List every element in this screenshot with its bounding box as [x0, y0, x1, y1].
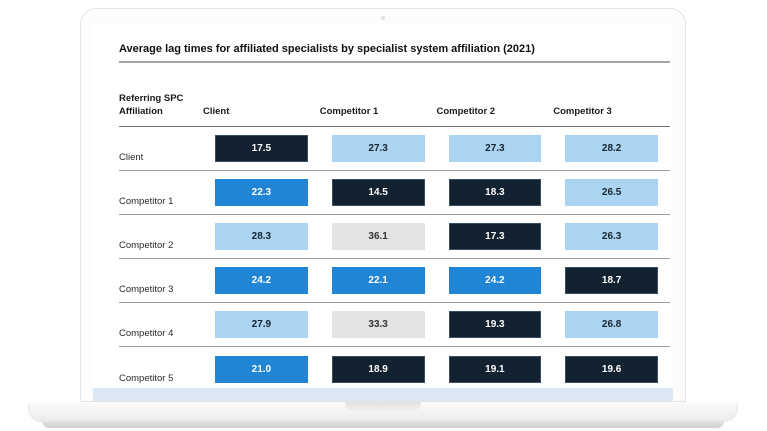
heatmap-cell-track: 24.2	[203, 267, 320, 294]
laptop-base	[28, 402, 738, 422]
heatmap-cell-track: 19.3	[437, 311, 554, 338]
table-body: Client 17.5 27.3 27.3 28.2 Competitor 1 22.3 14…	[119, 127, 670, 391]
heatmap-cell: 18.3	[448, 179, 542, 206]
heatmap-cell-track: 14.5	[320, 179, 437, 206]
heatmap-cell-track: 22.3	[203, 179, 320, 206]
row-axis-label: Referring SPC Affiliation	[119, 93, 184, 117]
heatmap-cell: 36.1	[331, 223, 425, 250]
heatmap-cell: 18.7	[565, 267, 658, 294]
heatmap-cell: 22.1	[331, 267, 425, 294]
table-row: Competitor 5 21.0 18.9 19.1 19.6	[119, 347, 670, 391]
table-row: Competitor 1 22.3 14.5 18.3 26.5	[119, 171, 670, 215]
table-row: Client 17.5 27.3 27.3 28.2	[119, 127, 670, 171]
heatmap-cell-track: 18.7	[553, 267, 670, 294]
laptop-base-edge	[42, 421, 724, 428]
row-label: Competitor 4	[119, 328, 174, 339]
column-header-competitor-3: Competitor 3	[553, 105, 612, 117]
bottom-band	[93, 388, 673, 401]
heatmap-cell-track: 22.1	[320, 267, 437, 294]
heatmap-cell: 19.6	[565, 355, 658, 383]
heatmap-cell-track: 27.3	[437, 135, 554, 162]
laptop-display: Average lag times for affiliated special…	[93, 24, 673, 401]
heatmap-cell-track: 27.9	[203, 311, 320, 338]
chart-title: Average lag times for affiliated special…	[119, 43, 535, 55]
heatmap-cell-track: 28.2	[553, 135, 670, 162]
heatmap-cell-track: 33.3	[320, 311, 437, 338]
heatmap-cell-track: 26.8	[553, 311, 670, 338]
laptop-screen: Average lag times for affiliated special…	[80, 8, 686, 402]
heatmap-cell: 26.5	[565, 179, 658, 206]
heatmap-cell-track: 18.9	[320, 355, 437, 383]
row-label: Competitor 1	[119, 196, 174, 207]
table-row: Competitor 4 27.9 33.3 19.3 26.8	[119, 303, 670, 347]
heatmap-cell: 26.3	[565, 223, 658, 250]
heatmap-cell: 17.5	[215, 135, 308, 162]
heatmap-cell: 33.3	[331, 311, 425, 338]
table-header: Referring SPC Affiliation Client Competi…	[119, 75, 670, 127]
heatmap-cell-track: 17.3	[437, 223, 554, 250]
heatmap-cell-track: 19.6	[553, 355, 670, 383]
row-label: Competitor 2	[119, 240, 174, 251]
title-divider	[119, 61, 670, 63]
column-header-competitor-2: Competitor 2	[436, 105, 496, 117]
table-row: Competitor 2 28.3 36.1 17.3 26.3	[119, 215, 670, 259]
heatmap-cell: 24.2	[215, 267, 308, 294]
heatmap-cell: 21.0	[215, 355, 308, 383]
heatmap-cell: 27.9	[215, 311, 308, 338]
heatmap-cell-track: 26.3	[553, 223, 670, 250]
heatmap-cell: 28.2	[565, 135, 658, 162]
heatmap-cell: 24.2	[448, 267, 542, 294]
heatmap-cell-track: 27.3	[320, 135, 437, 162]
row-label: Client	[119, 152, 144, 163]
heatmap-cell: 17.3	[448, 223, 542, 250]
heatmap-cell-track: 18.3	[437, 179, 554, 206]
heatmap-cell-track: 24.2	[437, 267, 554, 294]
chart-area: Average lag times for affiliated special…	[119, 24, 670, 401]
heatmap-cell-track: 19.1	[437, 355, 554, 383]
heatmap-cell: 26.8	[565, 311, 658, 338]
column-header-competitor-1: Competitor 1	[319, 105, 379, 117]
heatmap-cell: 27.3	[331, 135, 425, 162]
heatmap-cell: 18.9	[331, 355, 425, 383]
column-header-client: Client	[203, 105, 230, 117]
heatmap-cell-track: 28.3	[203, 223, 320, 250]
heatmap-cell-track: 17.5	[203, 135, 320, 162]
heatmap-cell: 14.5	[331, 179, 425, 206]
laptop-base-notch	[345, 402, 421, 411]
heatmap-cell-track: 36.1	[320, 223, 437, 250]
row-label: Competitor 5	[119, 373, 174, 384]
heatmap-cell-track: 21.0	[203, 355, 320, 383]
row-label: Competitor 3	[119, 284, 174, 295]
table-row: Competitor 3 24.2 22.1 24.2 18.7	[119, 259, 670, 303]
heatmap-cell: 27.3	[448, 135, 542, 162]
heatmap-cell-track: 26.5	[553, 179, 670, 206]
heatmap-cell: 19.1	[448, 355, 542, 383]
heatmap-cell: 22.3	[215, 179, 308, 206]
webcam-dot	[381, 16, 385, 20]
heatmap-cell: 28.3	[215, 223, 308, 250]
heatmap-cell: 19.3	[448, 311, 542, 338]
